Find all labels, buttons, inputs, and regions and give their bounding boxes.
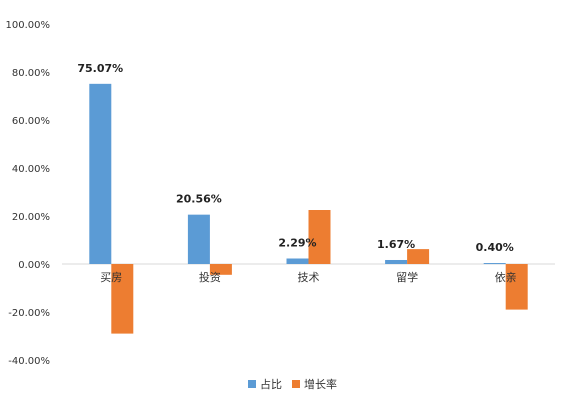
y-tick-label: 80.00% (12, 68, 50, 79)
category-label: 买房 (100, 271, 122, 284)
category-label: 投资 (199, 270, 221, 284)
bar-share-4 (483, 263, 506, 265)
bars-group (89, 83, 528, 334)
bar-growth-3 (407, 249, 430, 264)
legend-swatch (292, 380, 300, 388)
data-labels: 75.07% 20.56% 2.29% 1.67% 0.40% (77, 62, 513, 254)
data-label: 75.07% (77, 62, 123, 75)
bar-share-1 (187, 214, 210, 264)
y-tick-label: -40.00% (8, 356, 50, 367)
bar-growth-4 (505, 264, 528, 310)
bar-growth-1 (209, 264, 232, 275)
category-label: 依亲 (495, 270, 517, 284)
bar-share-3 (385, 259, 408, 264)
bar-share-2 (286, 258, 309, 264)
data-label: 0.40% (476, 241, 514, 254)
legend-label: 增长率 (304, 377, 337, 391)
category-label: 技术 (298, 271, 320, 284)
y-tick-label: 20.00% (12, 212, 50, 223)
legend-swatch (248, 380, 256, 388)
y-tick-label: 60.00% (12, 116, 50, 127)
data-label: 1.67% (377, 238, 415, 251)
category-label: 留学 (396, 270, 418, 284)
y-tick-label: 0.00% (18, 260, 50, 271)
y-tick-label: 40.00% (12, 164, 50, 175)
bar-growth-0 (111, 264, 134, 334)
legend-label: 占比 (260, 377, 282, 391)
y-tick-label: -20.00% (8, 308, 50, 319)
category-labels: 买房 投资 技术 留学 依亲 (100, 270, 516, 284)
y-tick-label: 100.00% (6, 20, 51, 31)
data-label: 20.56% (176, 193, 222, 206)
y-axis-ticks: 100.00% 80.00% 60.00% 40.00% 20.00% 0.00% -20.… (6, 20, 51, 367)
bar-growth-2 (308, 210, 331, 264)
data-label: 2.29% (278, 237, 316, 250)
bar-share-0 (89, 83, 112, 264)
legend: 占比 增长率 (248, 377, 337, 391)
